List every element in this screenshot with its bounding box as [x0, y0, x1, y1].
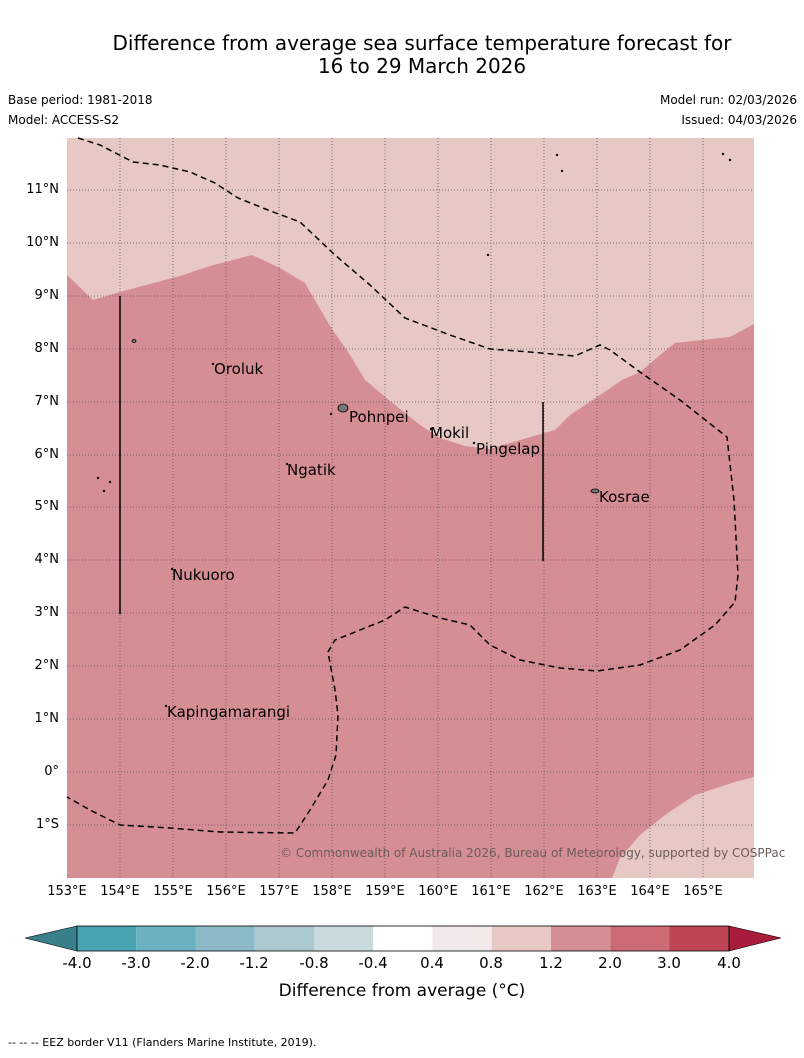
colorbar-seg — [195, 926, 255, 951]
place-nukuoro: Nukuoro — [172, 566, 235, 584]
colorbar-seg — [314, 926, 374, 951]
lat-label: 11°N — [26, 182, 59, 197]
island-dot — [102, 489, 106, 493]
lon-label: 158°E — [312, 884, 352, 899]
lon-label: 161°E — [471, 884, 511, 899]
model-name: Model: ACCESS-S2 — [8, 113, 120, 127]
island-pingelap — [472, 441, 476, 445]
colorbar-outline — [76, 925, 730, 952]
lat-label: 5°N — [34, 499, 60, 514]
place-kapingamarangi: Kapingamarangi — [167, 703, 291, 721]
lat-label: 7°N — [34, 394, 60, 409]
lat-label: 3°N — [34, 605, 60, 620]
colorbar-tick: -1.2 — [239, 954, 269, 972]
colorbar-tick: 0.8 — [479, 954, 503, 972]
place-pohnpei: Pohnpei — [349, 408, 409, 426]
island-dot — [721, 152, 725, 156]
lat-label: 1°S — [35, 817, 59, 832]
lat-label: 10°N — [26, 235, 59, 250]
island-dot — [329, 412, 333, 416]
colorbar — [24, 925, 782, 952]
place-mokil: Mokil — [430, 424, 470, 442]
lon-label: 153°E — [47, 884, 87, 899]
lon-label: 160°E — [418, 884, 458, 899]
island-kosrae — [590, 488, 600, 494]
lat-label: 2°N — [34, 658, 60, 673]
island-small — [131, 339, 137, 343]
colorbar-seg — [136, 926, 196, 951]
colorbar-seg — [551, 926, 611, 951]
colorbar-tick: -0.4 — [358, 954, 388, 972]
lat-label: 6°N — [34, 447, 60, 462]
place-oroluk: Oroluk — [214, 360, 264, 378]
graticule — [67, 138, 754, 878]
colorbar-seg — [373, 926, 433, 951]
lon-label: 162°E — [524, 884, 564, 899]
lat-label: 1°N — [34, 711, 60, 726]
colorbar-title: Difference from average (°C) — [278, 981, 526, 1001]
colorbar-tick: 0.4 — [420, 954, 444, 972]
lon-label: 156°E — [206, 884, 246, 899]
footnote: -- -- -- EEZ border V11 (Flanders Marine… — [8, 1036, 317, 1049]
title-line-2: 16 to 29 March 2026 — [317, 54, 527, 78]
colorbar-seg — [491, 926, 551, 951]
model-run: Model run: 02/03/2026 — [659, 93, 797, 107]
colorbar-tick: -2.0 — [180, 954, 210, 972]
anomaly-band-main — [67, 255, 754, 878]
colorbar-arrow-high — [728, 925, 782, 952]
colorbar-seg — [669, 926, 729, 951]
lon-label: 155°E — [153, 884, 193, 899]
lon-label: 154°E — [100, 884, 140, 899]
island-markers — [96, 152, 732, 708]
colorbar-arrow-low — [24, 925, 78, 952]
colorbar-tick: -0.8 — [299, 954, 329, 972]
island-dot — [560, 169, 564, 173]
lat-label: 8°N — [34, 341, 60, 356]
lon-label: 163°E — [577, 884, 617, 899]
lat-label: 9°N — [34, 288, 60, 303]
colorbar-tick: -4.0 — [62, 954, 92, 972]
colorbar-seg — [254, 926, 314, 951]
colorbar-tick: 4.0 — [717, 954, 741, 972]
island-dot — [96, 476, 100, 480]
lon-label: 157°E — [259, 884, 299, 899]
title-line-1: Difference from average sea surface temp… — [112, 31, 732, 55]
colorbar-seg — [77, 926, 137, 951]
map-title: Difference from average sea surface temp… — [0, 32, 804, 78]
island-dot — [486, 253, 490, 257]
lon-label: 165°E — [683, 884, 723, 899]
island-ngatik — [285, 462, 289, 466]
lon-label: 159°E — [365, 884, 405, 899]
island-oroluk — [211, 362, 215, 366]
colorbar-tick: -3.0 — [121, 954, 151, 972]
colorbar-tick: 1.2 — [539, 954, 563, 972]
place-kosrae: Kosrae — [599, 488, 650, 506]
colorbar-tick: 2.0 — [598, 954, 622, 972]
place-pingelap: Pingelap — [476, 440, 541, 458]
island-kapingamarangi — [164, 704, 168, 708]
island-dot — [555, 153, 559, 157]
island-dot — [108, 480, 112, 484]
lat-label: 0° — [44, 764, 59, 779]
island-pohnpei — [337, 403, 349, 413]
lon-label: 164°E — [630, 884, 670, 899]
copyright-notice: © Commonwealth of Australia 2026, Bureau… — [280, 846, 786, 860]
colorbar-seg — [610, 926, 670, 951]
issued-date: Issued: 04/03/2026 — [681, 113, 797, 127]
island-mokil — [429, 427, 433, 431]
island-dot — [728, 158, 732, 162]
colorbar-seg — [432, 926, 492, 951]
colorbar-tick: 3.0 — [657, 954, 681, 972]
island-nukuoro — [170, 567, 174, 571]
place-ngatik: Ngatik — [287, 461, 336, 479]
lat-label: 4°N — [34, 552, 60, 567]
base-period: Base period: 1981-2018 — [8, 93, 153, 107]
